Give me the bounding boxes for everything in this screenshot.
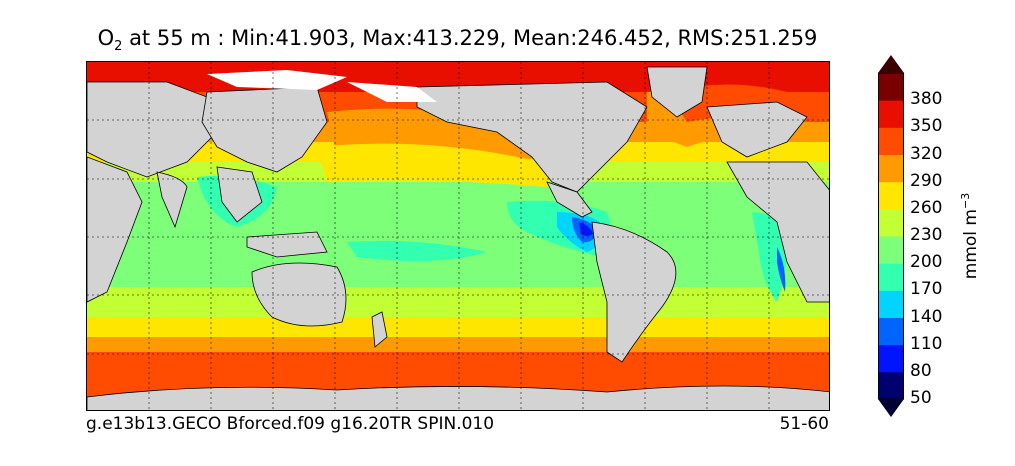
colorbar	[878, 55, 904, 417]
title-o: O	[97, 26, 115, 50]
arctic-ice-1	[207, 70, 347, 90]
land-africa-west	[726, 161, 829, 303]
colorbar-segment	[878, 127, 904, 155]
band-tropics	[87, 182, 829, 302]
etp-omz-core	[579, 222, 593, 236]
colorbar-tick-label: 230	[910, 225, 943, 245]
units-exponent: −3	[959, 192, 973, 209]
land-seasia	[216, 166, 263, 223]
land-greenland	[646, 66, 708, 118]
colorbar-tick-label: 290	[910, 170, 943, 191]
colorbar-segment	[878, 181, 904, 210]
colorbar-tick-label: 80	[910, 360, 932, 381]
pac-equ-tongue	[347, 240, 487, 261]
colorbar-segment	[878, 208, 904, 237]
benguela-omz-core	[777, 247, 786, 292]
colorbar-bottom-arrow	[878, 399, 904, 417]
colorbar-segment	[878, 73, 904, 101]
arctic-ice-2	[347, 82, 437, 102]
colorbar-segment	[878, 154, 904, 183]
colorbar-tick-label: 140	[910, 306, 943, 327]
ocean-map	[86, 61, 830, 411]
colorbar-tick-label: 320	[910, 143, 943, 164]
north-pacific-yellow	[317, 143, 549, 187]
plot-title: O2 at 55 m : Min:41.903, Max:413.229, Me…	[0, 26, 915, 54]
land-south-america	[591, 221, 677, 363]
colorbar-segment	[878, 263, 904, 291]
colorbar-tick-label: 350	[910, 116, 943, 137]
land-africa-east	[87, 156, 143, 303]
years-label: 51-60	[779, 414, 829, 434]
land-antarctica	[87, 385, 829, 410]
colorbar-segment	[878, 317, 904, 346]
land-central-america	[546, 181, 593, 218]
colorbar-segment	[878, 344, 904, 373]
graticule	[87, 62, 829, 410]
land-europe	[706, 101, 808, 158]
case-name-label: g.e13b13.GECO Bforced.f09 g16.20TR SPIN.…	[86, 414, 495, 434]
title-stats: at 55 m : Min:41.903, Max:413.229, Mean:…	[122, 26, 818, 50]
land-new-zealand	[371, 311, 388, 348]
land-eurasia-west	[87, 81, 218, 178]
colorbar-tick-label: 170	[910, 279, 943, 300]
benguela-omz	[752, 212, 787, 302]
colorbar-tick-label: 110	[910, 333, 943, 354]
units-base: mmol m	[960, 209, 981, 280]
colorbar-tick-label: 380	[910, 89, 943, 110]
colorbar-tick-label: 200	[910, 252, 943, 273]
colorbar-units: mmol m−3	[959, 193, 981, 279]
title-subscript: 2	[114, 39, 123, 55]
colorbar-segment	[878, 100, 904, 128]
map-svg	[87, 62, 829, 410]
land-asia-east	[201, 86, 328, 173]
land-australia	[251, 262, 347, 327]
land-india	[156, 171, 188, 229]
colorbar-top-arrow	[878, 55, 904, 73]
band-south-sub	[87, 287, 829, 322]
land-north-america	[416, 81, 648, 193]
colorbar-segment	[878, 290, 904, 318]
colorbar-segment	[878, 236, 904, 264]
colorbar-segment	[878, 371, 904, 400]
land-indonesia	[246, 231, 328, 258]
colorbar-tick-label: 260	[910, 197, 943, 218]
colorbar-tick-label: 50	[910, 388, 932, 408]
